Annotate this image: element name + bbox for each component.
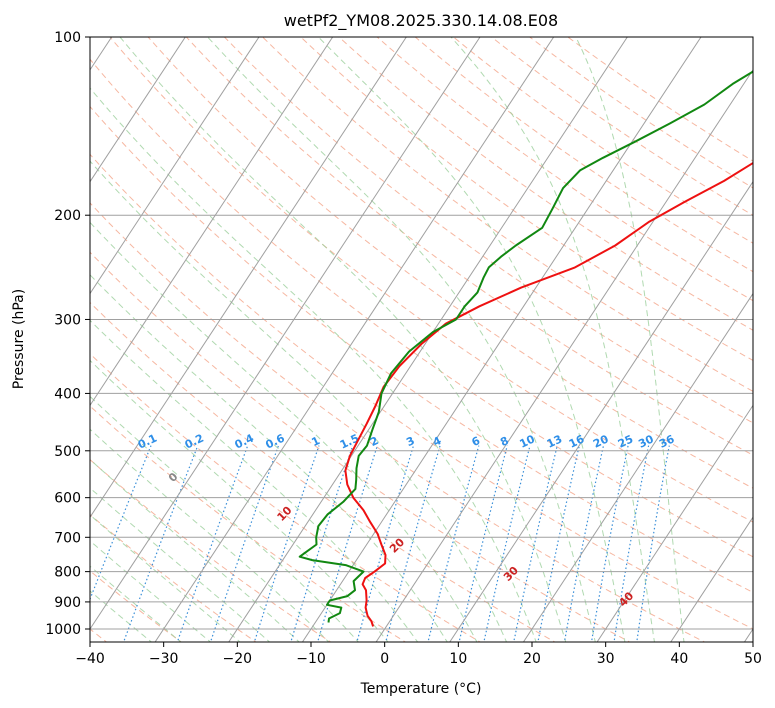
x-tick-label: 0	[380, 651, 389, 667]
isotherm-line	[90, 37, 407, 519]
x-tick-label: 50	[744, 651, 762, 667]
mixing-ratio-lines	[90, 445, 670, 642]
x-tick-label: −10	[296, 651, 326, 667]
y-tick-label: 900	[54, 595, 81, 611]
plot-frame	[89, 36, 754, 643]
mixing-ratio-line	[483, 445, 531, 642]
mixing-ratio-line	[563, 445, 605, 642]
profile-series	[298, 70, 753, 627]
temperature-profile	[344, 161, 753, 627]
mixing-ratio-label: 10	[517, 432, 537, 450]
isotherm-line	[596, 404, 753, 642]
moist-adiabat-line	[90, 590, 153, 642]
x-axis-label: Temperature (°C)	[360, 681, 482, 697]
plot-area: 0.10.20.40.611.52346810131620253036-100-…	[90, 37, 753, 642]
y-tick-label: 500	[54, 444, 81, 460]
moist-adiabat-line	[90, 319, 419, 642]
isotherm-line	[90, 37, 334, 407]
y-axis-ticks: 100 200 300 400 500 600 700 800 900 1000	[45, 30, 90, 638]
mixing-ratio-line	[427, 445, 480, 642]
dry-adiabat-line	[147, 37, 753, 489]
isotherm-line	[449, 180, 753, 642]
dry-adiabat-line	[90, 58, 753, 558]
moist-adiabat-line	[90, 160, 508, 642]
y-tick-label: 700	[54, 530, 81, 546]
dewpoint-profile	[298, 70, 753, 623]
y-tick-label: 200	[54, 208, 81, 224]
mixing-ratio-line	[253, 445, 320, 642]
x-tick-label: 40	[670, 651, 688, 667]
moist-adiabat-line	[90, 565, 182, 642]
dry-adiabat-line	[109, 37, 753, 523]
dry-adiabat-line	[90, 405, 407, 642]
mixing-ratio-label: 13	[545, 432, 564, 450]
isotherm-line	[301, 37, 702, 642]
mixing-ratio-line	[590, 445, 629, 642]
isotherm-line	[90, 37, 481, 630]
x-tick-label: −30	[149, 651, 179, 667]
dry-adiabat-line	[90, 251, 631, 642]
moist-adiabat-line	[90, 221, 478, 642]
x-tick-label: 20	[523, 651, 541, 667]
mixing-ratio-line	[290, 445, 354, 642]
mixing-ratio-label: 30	[636, 432, 656, 450]
mixing-ratio-line	[537, 445, 580, 642]
isotherm-line	[522, 292, 753, 642]
dry-adiabat-line	[185, 37, 753, 456]
y-tick-label: 1000	[45, 622, 81, 638]
isotherm-line	[90, 37, 186, 183]
mixing-ratio-line	[209, 445, 280, 642]
isotherm-line	[375, 68, 753, 642]
mixing-ratio-line	[90, 445, 152, 601]
mixing-ratio-line	[176, 445, 249, 642]
y-tick-label: 100	[54, 30, 81, 46]
x-tick-label: 10	[449, 651, 467, 667]
moist-adiabat-line	[90, 395, 359, 642]
mixing-ratio-label: 20	[591, 432, 611, 450]
x-tick-label: 30	[597, 651, 615, 667]
dry-adiabat-line	[338, 37, 753, 331]
y-tick-label: 800	[54, 565, 81, 581]
isotherm-line	[90, 37, 260, 295]
isobars	[90, 37, 753, 630]
isotherm-line	[154, 37, 555, 642]
mixing-ratio-line	[385, 445, 441, 642]
mixing-ratio-label: 16	[567, 432, 587, 450]
moist-adiabat-line	[90, 428, 330, 642]
mixing-ratio-label: 25	[616, 432, 635, 450]
y-tick-label: 400	[54, 386, 81, 402]
y-axis-label: Pressure (hPa)	[11, 289, 27, 389]
mixing-ratio-line	[613, 445, 650, 642]
x-axis-ticks: −40 −30 −20 −10 0 10 20 30 40 50	[75, 642, 762, 667]
mixing-ratio-line	[513, 445, 558, 642]
x-tick-label: −40	[75, 651, 105, 667]
mixing-ratio-label: 36	[657, 432, 677, 450]
isotherm-line	[670, 516, 753, 642]
mixing-ratio-line	[317, 445, 378, 642]
y-tick-label: 300	[54, 312, 81, 328]
chart-title: wetPf2_YM08.2025.330.14.08.E08	[284, 11, 558, 31]
moist-adiabat-line	[90, 359, 389, 642]
y-tick-label: 600	[54, 491, 81, 507]
x-tick-label: −20	[223, 651, 253, 667]
mixing-ratio-line	[356, 445, 415, 642]
dry-adiabat-line	[90, 105, 753, 593]
